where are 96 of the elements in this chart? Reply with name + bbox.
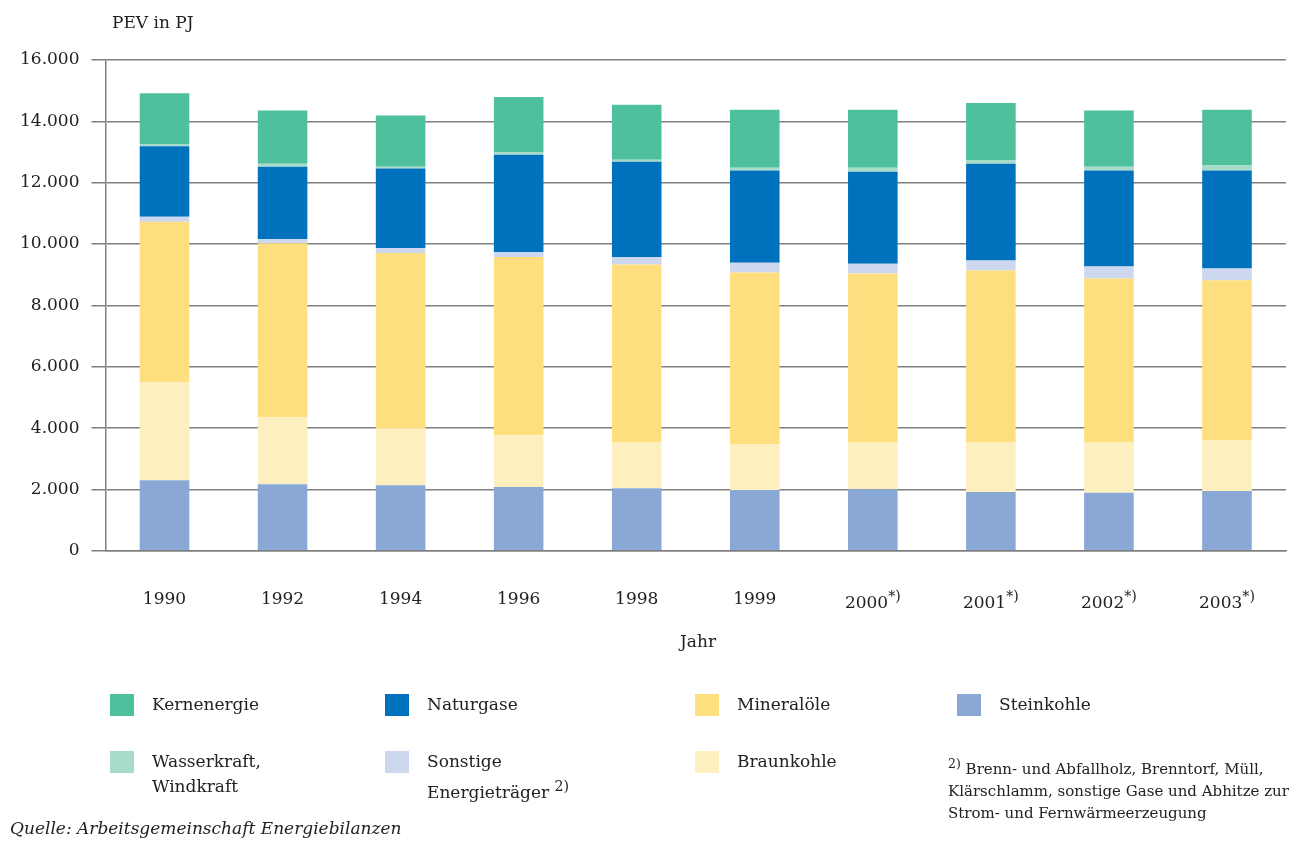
- bar: [257, 166, 308, 240]
- bar: [257, 243, 308, 418]
- x-tick-label: 1990: [141, 588, 188, 608]
- bar: [1202, 440, 1252, 491]
- bar: [848, 263, 898, 274]
- bar: [966, 102, 1016, 161]
- bar: [257, 110, 308, 164]
- bar: [966, 491, 1016, 551]
- bar: [611, 441, 662, 489]
- x-tick-label: 2002$^{*)}$: [1080, 588, 1138, 612]
- bar: [1202, 170, 1252, 269]
- y-tick-label: 12.000: [20, 171, 80, 192]
- bar: [729, 444, 780, 491]
- y-tick-label: 6.000: [30, 355, 80, 376]
- legend-label: Kernenergie: [152, 693, 259, 716]
- bar: [1084, 110, 1134, 167]
- bar: [1084, 492, 1134, 551]
- text: $^{2)}$ Brenn- und Abfallholz, Brenntorf, Müll, Klärschlamm, sonstige Gase und Abhitze zur Strom- und Fernwärmeerzeugung: [948, 755, 1290, 824]
- bar: [493, 256, 544, 436]
- bar: [375, 252, 426, 429]
- bar: [257, 163, 308, 167]
- bar: [848, 489, 898, 551]
- x-tick-label: 1996: [496, 588, 542, 608]
- bar: [848, 273, 898, 442]
- bar: [375, 248, 426, 253]
- legend-label: Naturgase: [427, 693, 518, 716]
- y-tick-label: 10.000: [20, 232, 80, 253]
- bar: [611, 256, 662, 265]
- legend-label: Mineralöle: [737, 693, 831, 716]
- y-tick-label: 2.000: [30, 477, 80, 498]
- bar: [611, 161, 662, 257]
- bar: [139, 480, 190, 551]
- y-tick-label: 14.000: [20, 109, 80, 130]
- bar: [493, 435, 544, 487]
- bar: [1202, 109, 1252, 166]
- bar: [1202, 280, 1252, 441]
- bar: [493, 154, 544, 253]
- bar: [139, 93, 190, 145]
- y-tick-label: 4.000: [30, 416, 80, 437]
- bar: [729, 262, 780, 273]
- x-axis-title: Jahr: [677, 631, 717, 651]
- bar: [493, 252, 544, 257]
- y-axis-title: PEV in PJ: [112, 12, 194, 32]
- x-tick-label: 2003$^{*)}$: [1198, 588, 1256, 612]
- bar: [257, 239, 308, 244]
- bar: [611, 159, 662, 162]
- x-tick-label: 1999: [732, 588, 778, 608]
- bar: [729, 170, 780, 263]
- bar: [611, 104, 662, 160]
- bar: [729, 109, 780, 168]
- bar: [611, 264, 662, 442]
- y-tick-label: 0: [68, 539, 80, 560]
- x-tick-label: 2001$^{*)}$: [961, 588, 1020, 612]
- bar: [139, 144, 190, 147]
- bar: [493, 97, 544, 153]
- bar: [1084, 266, 1134, 279]
- bar: [257, 417, 308, 485]
- bar: [966, 160, 1016, 164]
- bar: [848, 109, 898, 168]
- y-tick-label: 16.000: [20, 48, 80, 69]
- bar: [848, 441, 898, 490]
- x-tick-label: 2000$^{*)}$: [843, 588, 902, 612]
- bar: [139, 216, 190, 222]
- x-tick-label: 1994: [377, 588, 424, 608]
- bar: [139, 382, 190, 481]
- bar: [848, 167, 898, 172]
- bar: [848, 171, 898, 264]
- bar: [375, 115, 426, 167]
- bar: [139, 146, 190, 217]
- bar: [493, 152, 544, 155]
- bar: [257, 484, 308, 551]
- bar: [966, 163, 1016, 261]
- legend-label: Wasserkraft, Windkraft: [152, 750, 262, 798]
- x-tick-label: 1992: [259, 588, 306, 608]
- bar: [1084, 441, 1134, 493]
- bar: [729, 272, 780, 445]
- bar: [375, 485, 426, 551]
- legend-label: Steinkohle: [999, 693, 1091, 716]
- bar: [966, 260, 1016, 271]
- source-note: Quelle: Arbeitsgemeinschaft Energiebilanzen: [10, 818, 402, 838]
- bar: [966, 270, 1016, 442]
- bar: [493, 487, 544, 551]
- bar: [1084, 170, 1134, 267]
- bar: [139, 221, 190, 383]
- x-tick-label: 1998: [614, 588, 660, 608]
- bar: [1202, 490, 1252, 551]
- legend-label: Braunkohle: [737, 750, 837, 773]
- bar: [729, 490, 780, 551]
- bar: [375, 428, 426, 486]
- bar: [1202, 268, 1252, 281]
- y-tick-label: 8.000: [30, 293, 80, 314]
- bar: [375, 168, 426, 249]
- bar: [966, 441, 1016, 492]
- bar: [611, 488, 662, 551]
- legend-label: Sonstige Energieträger $^{2)}$: [427, 750, 571, 804]
- bar: [1084, 278, 1134, 442]
